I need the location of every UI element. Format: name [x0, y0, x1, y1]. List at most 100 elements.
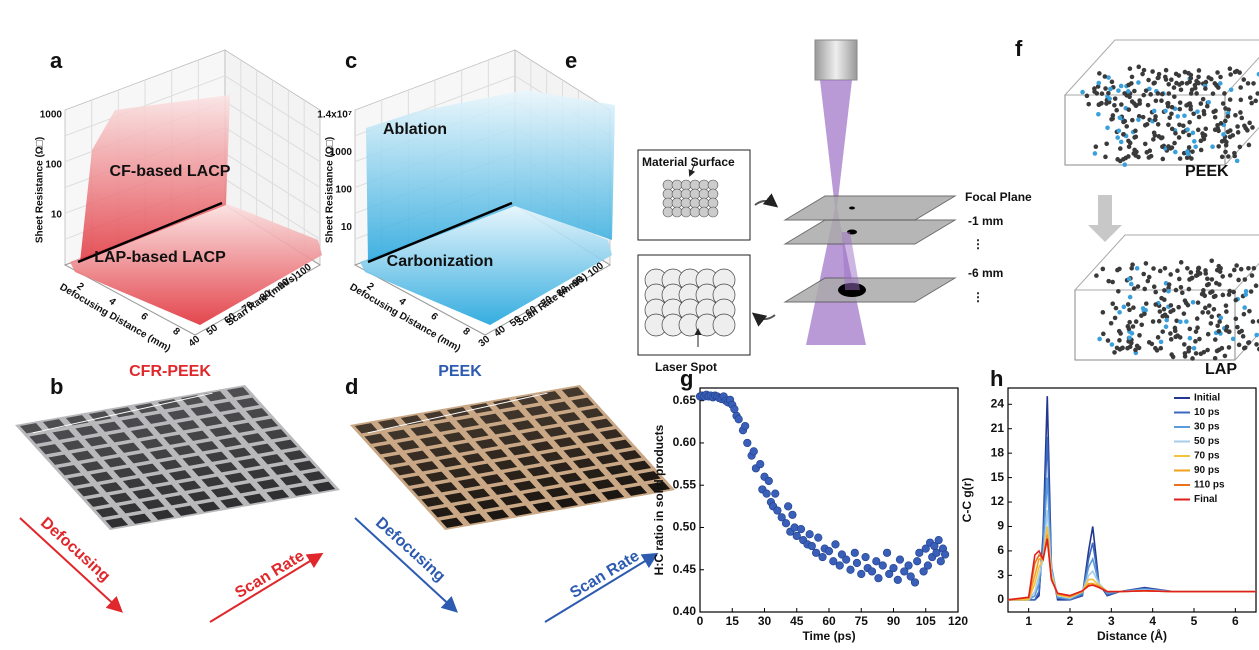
pad: [383, 454, 407, 465]
pad: [605, 464, 629, 475]
x-tick-label: 6: [1232, 614, 1239, 628]
atom: [1117, 338, 1122, 343]
atom: [1117, 115, 1123, 121]
atom: [1142, 141, 1148, 147]
pad: [243, 493, 267, 504]
pad: [586, 443, 610, 454]
atom: [1193, 273, 1199, 278]
atom: [1136, 113, 1142, 119]
small-spot: [689, 179, 701, 191]
pad: [511, 420, 535, 431]
atom: [1157, 268, 1163, 274]
beam: [820, 80, 852, 208]
pad: [279, 475, 303, 486]
atom: [1133, 128, 1138, 134]
atom: [1124, 124, 1130, 129]
point: [906, 572, 915, 581]
point: [781, 519, 791, 528]
atom: [1228, 128, 1233, 133]
y-tick-label: 0.60: [673, 435, 697, 449]
point: [756, 459, 765, 469]
pad: [149, 449, 173, 460]
atom: [1206, 99, 1211, 105]
atom: [1110, 301, 1116, 307]
legend-label: 10 ps: [1194, 407, 1220, 418]
label: Focal Plane: [965, 190, 1032, 204]
pad: [548, 401, 572, 412]
pad: [159, 459, 183, 470]
z-tick: 1000: [330, 147, 353, 158]
point: [818, 552, 827, 562]
atom: [1134, 266, 1140, 271]
pad: [180, 395, 204, 406]
atom: [1208, 290, 1213, 295]
large-spot: [712, 313, 736, 337]
atom: [1215, 70, 1220, 75]
x-tick: 4: [106, 296, 118, 308]
pad: [176, 420, 200, 431]
atom: [1117, 309, 1122, 315]
atom: [1134, 149, 1139, 155]
pad: [595, 454, 619, 465]
atom: [1246, 265, 1251, 271]
atom: [1196, 80, 1201, 86]
pad: [38, 444, 62, 455]
atom: [1228, 87, 1234, 93]
surface-peak: [366, 90, 615, 262]
point: [872, 557, 881, 566]
pad: [232, 422, 256, 433]
y-tick-label: 9: [997, 519, 1004, 533]
atom: [1256, 318, 1259, 324]
atom: [1195, 300, 1201, 305]
pad: [525, 405, 549, 416]
atom: [1160, 144, 1165, 150]
atom: [1175, 333, 1180, 339]
point: [764, 476, 773, 486]
atom: [1127, 94, 1132, 100]
atom: [1242, 277, 1248, 282]
atom: [1222, 353, 1228, 359]
pad: [236, 397, 260, 408]
pad: [557, 412, 581, 423]
y-tick-label: 21: [991, 421, 1005, 435]
arrow-label: Defocusing: [372, 514, 448, 585]
atom: [1143, 261, 1149, 266]
pad: [444, 492, 468, 503]
pad: [578, 493, 602, 504]
atom: [1103, 154, 1108, 160]
pad: [486, 509, 510, 520]
atom: [1224, 309, 1229, 314]
pad: [167, 409, 191, 420]
atom: [1184, 81, 1190, 86]
pad: [113, 467, 137, 478]
atom: [1162, 288, 1167, 293]
atom: [1210, 91, 1216, 96]
label: Laser Spot: [655, 360, 717, 374]
pad: [448, 467, 472, 478]
pad: [251, 443, 275, 454]
atom: [1226, 345, 1232, 350]
atom: [1129, 74, 1135, 80]
pad: [461, 453, 485, 464]
atom: [1125, 345, 1130, 351]
point: [878, 561, 887, 570]
scan-mark: [367, 392, 548, 434]
plane: [783, 277, 957, 303]
atom: [1206, 75, 1211, 80]
y-tick: 40: [492, 324, 508, 340]
atom: [1175, 114, 1181, 119]
panel-letter: b: [50, 374, 63, 399]
atom: [1190, 149, 1195, 154]
small-spot: [689, 197, 701, 209]
label: -1 mm: [968, 214, 1003, 228]
atom: [1188, 270, 1194, 275]
x-tick-label: 1: [1025, 614, 1032, 628]
atom: [1136, 80, 1141, 85]
atom: [1153, 114, 1158, 119]
cycle-arrow: [754, 193, 779, 208]
pad: [71, 450, 95, 461]
atom: [1146, 155, 1152, 160]
atom: [1104, 101, 1109, 106]
pad: [191, 466, 215, 477]
